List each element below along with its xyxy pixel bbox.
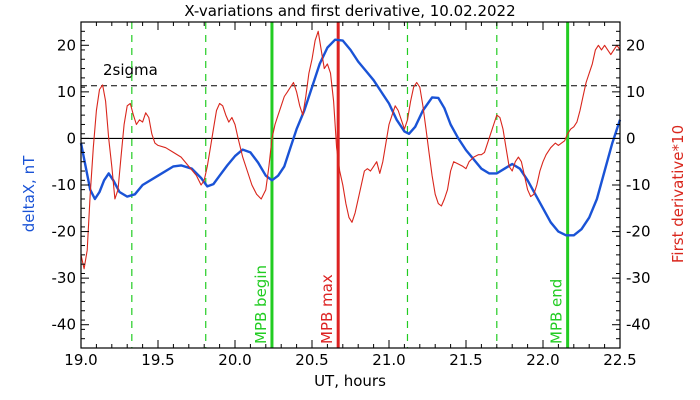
- y-tick-label-left: 0: [66, 129, 76, 147]
- y-tick-label-left: -40: [52, 316, 77, 334]
- y-tick-label-left: -30: [52, 269, 77, 287]
- y-tick-label-left: 10: [57, 83, 76, 101]
- y-tick-label-right: 0: [626, 129, 636, 147]
- y-tick-label-right: -10: [626, 176, 651, 194]
- deltax-series-line: [79, 38, 622, 237]
- marker-label-3: MPB max: [318, 274, 336, 344]
- plot-frame: [80, 21, 621, 349]
- chart-title: X-variations and first derivative, 10.02…: [184, 2, 515, 20]
- y-tick-label-left: -10: [52, 176, 77, 194]
- threshold-label: 2sigma: [103, 61, 158, 79]
- x-tick-label: 21.5: [449, 351, 482, 369]
- y-tick-label-right: -20: [626, 223, 651, 241]
- derivative-series-line: [80, 30, 621, 270]
- y-tick-label-right: -40: [626, 316, 651, 334]
- y-tick-label-right: 20: [626, 36, 645, 54]
- x-tick-label: 21.0: [372, 351, 405, 369]
- y-axis-label-left: deltaX, nT: [20, 155, 38, 232]
- x-axis-label: UT, hours: [314, 372, 386, 390]
- x-tick-label: 19.0: [64, 351, 97, 369]
- y-tick-label-left: -20: [52, 223, 77, 241]
- x-tick-label: 19.5: [141, 351, 174, 369]
- x-tick-label: 22.0: [526, 351, 559, 369]
- x-tick-label: 20.5: [295, 351, 328, 369]
- x-tick-label: 22.5: [603, 351, 636, 369]
- y-tick-label-right: 10: [626, 83, 645, 101]
- marker-label-2: MPB begin: [252, 265, 270, 344]
- y-axis-label-right: First derivative*10: [669, 125, 687, 263]
- y-tick-label-left: 20: [57, 36, 76, 54]
- marker-label-6: MPB end: [548, 279, 566, 344]
- x-tick-label: 20.0: [218, 351, 251, 369]
- y-tick-label-right: -30: [626, 269, 651, 287]
- plot-layer: MPB begin MPB max MPB end 19.0 19.5 20.0 20.5 2…: [52, 21, 651, 369]
